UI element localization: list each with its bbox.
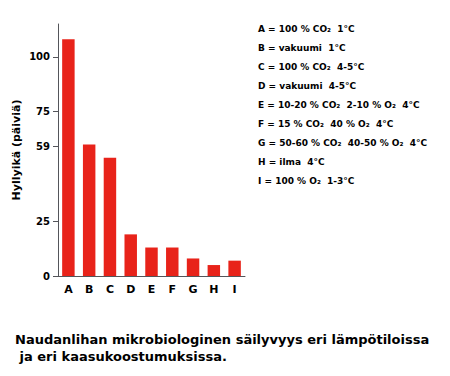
svg-text:I: I bbox=[233, 283, 237, 296]
svg-text:Naudanlihan mikrobiologinen sä: Naudanlihan mikrobiologinen säilyvyys er… bbox=[15, 332, 429, 347]
svg-text:E = 10-20 % CO₂ 2-10 % O₂ 4°: E = 10-20 % CO₂ 2-10 % O₂ 4°C bbox=[258, 100, 420, 110]
svg-text:F: F bbox=[169, 283, 177, 296]
svg-text:C = 100 % CO₂ 4-5°C: C = 100 % CO₂ 4-5°C bbox=[258, 62, 365, 72]
svg-text:D: D bbox=[126, 283, 135, 296]
svg-text:0: 0 bbox=[43, 271, 50, 282]
svg-text:ja eri kaasukoostumuksissa.: ja eri kaasukoostumuksissa. bbox=[15, 349, 227, 364]
svg-text:A = 100 % CO₂ 1°C: A = 100 % CO₂ 1°C bbox=[258, 24, 355, 34]
svg-text:59: 59 bbox=[36, 141, 50, 152]
svg-text:B: B bbox=[85, 283, 93, 296]
svg-text:E: E bbox=[148, 283, 156, 296]
svg-text:F = 15 % CO₂ 40 % O₂ 4°C: F = 15 % CO₂ 40 % O₂ 4°C bbox=[258, 119, 394, 129]
svg-text:G = 50-60 % CO₂ 40-50 % O₂ 4: G = 50-60 % CO₂ 40-50 % O₂ 4°C bbox=[258, 138, 427, 148]
svg-text:C: C bbox=[106, 283, 114, 296]
svg-text:H: H bbox=[209, 283, 218, 296]
svg-text:G: G bbox=[189, 283, 198, 296]
svg-text:100: 100 bbox=[29, 51, 50, 62]
svg-text:Hyllyikä (päiviä): Hyllyikä (päiviä) bbox=[10, 100, 23, 201]
svg-text:75: 75 bbox=[36, 106, 50, 117]
svg-text:D = vakuumi 4-5°C: D = vakuumi 4-5°C bbox=[258, 81, 357, 91]
svg-text:I = 100 % O₂ 1-3°C: I = 100 % O₂ 1-3°C bbox=[258, 176, 355, 186]
svg-text:25: 25 bbox=[36, 216, 50, 227]
svg-text:B = vakuumi 1°C: B = vakuumi 1°C bbox=[258, 43, 346, 53]
svg-text:H = ilma 4°C: H = ilma 4°C bbox=[258, 157, 325, 167]
svg-text:A: A bbox=[64, 283, 73, 296]
